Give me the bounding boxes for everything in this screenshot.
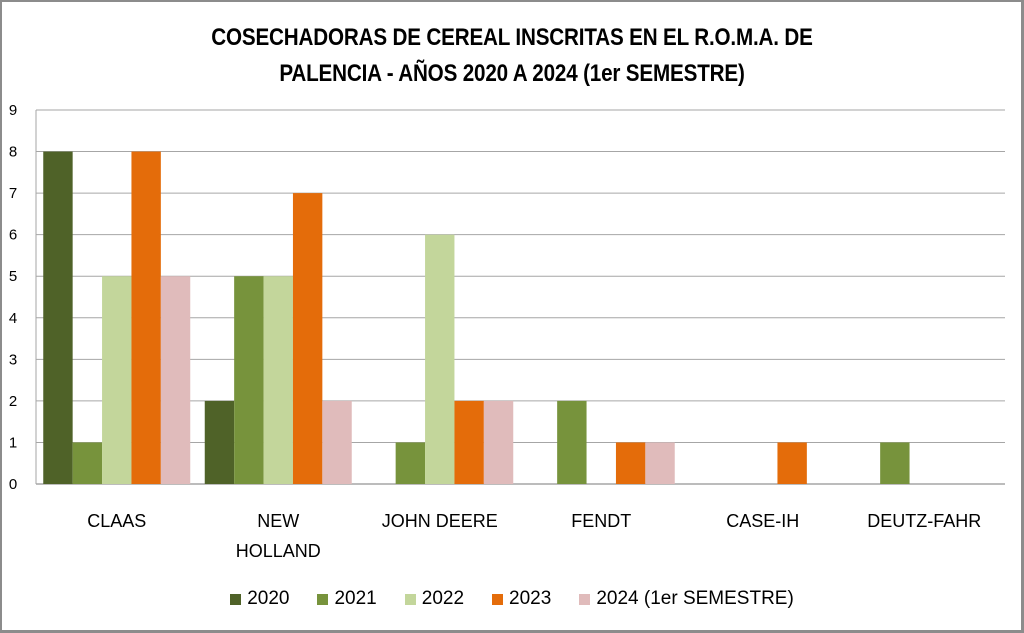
y-tick-label: 0 xyxy=(9,476,17,493)
bar-2021-john-deere xyxy=(395,442,426,484)
bar-2021-fendt xyxy=(557,400,587,484)
bar-2024-new-holland xyxy=(322,400,352,484)
y-axis-ticks: 0 1 2 3 4 5 6 7 8 9 xyxy=(9,102,17,493)
legend-swatch xyxy=(579,593,591,605)
bar-2020-claas xyxy=(43,151,73,485)
gridlines xyxy=(35,109,1005,485)
bar-2024-john-deere xyxy=(483,400,514,484)
legend-item: 2022 xyxy=(404,588,465,610)
y-tick-label: 1 xyxy=(9,434,17,451)
chart-title: COSECHADORAS DE CEREAL INSCRITAS EN EL R… xyxy=(158,20,867,92)
y-tick-label: 6 xyxy=(9,227,17,244)
y-tick-label: 3 xyxy=(9,351,17,368)
legend-label: 2022 xyxy=(421,588,465,609)
bar-2021-deutz-fahr xyxy=(880,442,910,484)
bar-2022-claas xyxy=(102,276,132,484)
y-tick-label: 7 xyxy=(9,185,17,202)
bars xyxy=(43,151,910,485)
bar-2022-john-deere xyxy=(425,234,455,484)
bar-2023-new-holland xyxy=(292,193,323,484)
legend-item: 2020 xyxy=(230,588,289,610)
bar-2021-new-holland xyxy=(234,276,264,484)
legend-swatch xyxy=(492,593,504,605)
y-tick-label: 2 xyxy=(9,393,17,410)
chart-title-line-1: COSECHADORAS DE CEREAL INSCRITAS EN EL R… xyxy=(211,24,813,51)
bar-2020-new-holland xyxy=(204,400,235,484)
x-category-label: FENDT xyxy=(571,511,631,531)
legend-item: 2021 xyxy=(317,588,377,610)
bar-2023-case-ih xyxy=(777,442,807,484)
legend-label: 2024 (1er SEMESTRE) xyxy=(596,588,794,609)
bar-2023-claas xyxy=(131,151,161,485)
y-tick-label: 5 xyxy=(9,268,17,285)
bar-2024-fendt xyxy=(645,442,675,484)
bar-2021-claas xyxy=(72,442,103,484)
legend-swatch xyxy=(404,593,416,605)
x-category-label: CASE-IH xyxy=(726,511,799,531)
x-axis-labels: CLAAS NEW HOLLAND JOHN DEERE FENDT CASE-IH DEU… xyxy=(87,511,981,561)
y-tick-label: 8 xyxy=(9,144,17,161)
y-tick-label: 9 xyxy=(9,102,17,119)
bar-2023-fendt xyxy=(615,442,646,484)
legend-label: 2023 xyxy=(509,588,552,609)
x-category-label: CLAAS xyxy=(87,511,146,531)
legend-label: 2021 xyxy=(334,588,377,609)
legend: 2020 2021 2022 2023 2024 (1er SEMESTRE) xyxy=(0,588,1024,610)
bar-2022-new-holland xyxy=(263,276,293,484)
legend-item: 2023 xyxy=(492,588,551,610)
x-category-label: DEUTZ-FAHR xyxy=(867,511,981,531)
legend-item: 2024 (1er SEMESTRE) xyxy=(579,588,794,610)
chart-title-line-2: PALENCIA - AÑOS 2020 A 2024 (1er SEMESTR… xyxy=(279,60,745,87)
x-category-label: JOHN DEERE xyxy=(382,511,498,531)
legend-swatch xyxy=(317,593,329,605)
y-tick-label: 4 xyxy=(9,310,17,327)
bar-2024-claas xyxy=(160,276,191,484)
x-category-label: NEW HOLLAND xyxy=(236,511,321,561)
bar-2023-john-deere xyxy=(454,400,484,484)
legend-label: 2020 xyxy=(247,588,290,609)
legend-swatch xyxy=(230,593,242,605)
